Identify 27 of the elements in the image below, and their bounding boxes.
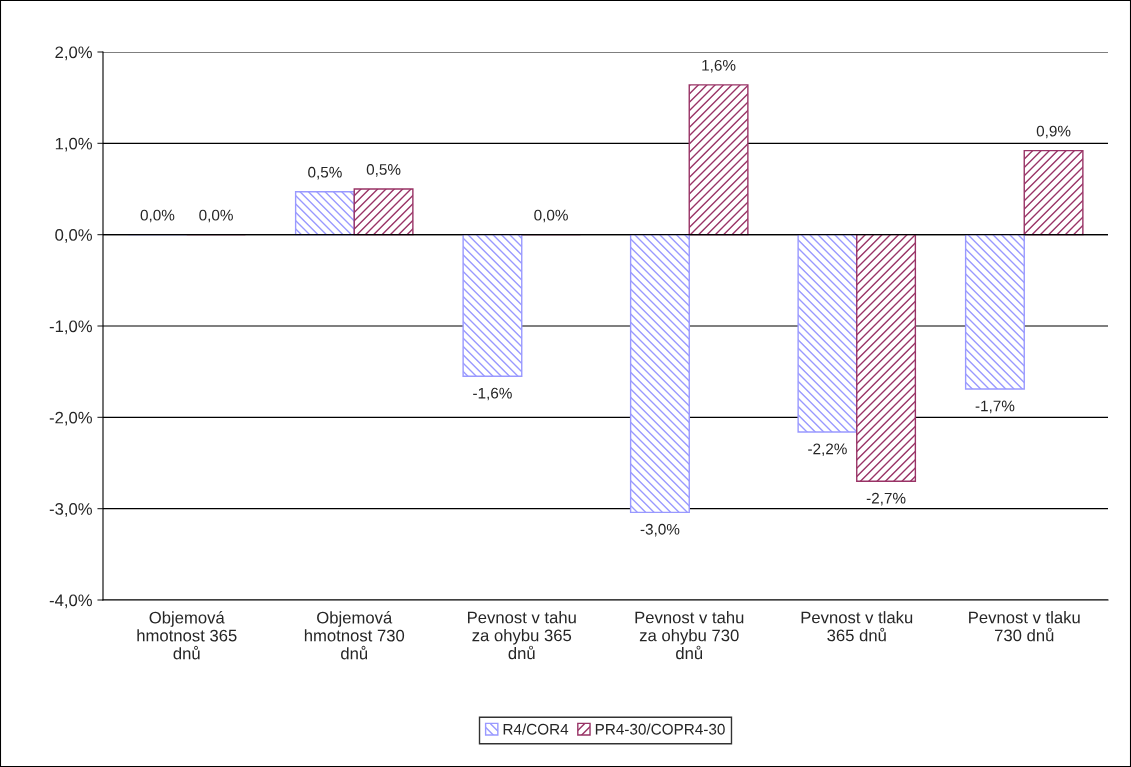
y-tick-label: -2,0%	[49, 411, 92, 426]
data-label: -1,7%	[975, 400, 1015, 414]
data-label: 0,0%	[140, 209, 175, 223]
x-tick-label: Pevnost v tahu za ohybu 730 dnů	[635, 611, 744, 660]
data-label: -2,2%	[808, 443, 847, 457]
data-label: 0,5%	[366, 164, 401, 177]
data-label: 1,6%	[702, 59, 736, 73]
y-tick-label: -4,0%	[49, 594, 92, 609]
y-tick-label: 1,0%	[55, 137, 92, 152]
data-label: -2,7%	[866, 492, 906, 506]
x-tick-label: Objemová hmotnost 730 dnů	[304, 611, 405, 660]
x-tick-label: Pevnost v tlaku 730 dnů	[969, 611, 1080, 642]
data-label: 0,0%	[199, 209, 233, 223]
data-label: -1,6%	[473, 387, 512, 401]
data-label: -3,0%	[640, 523, 680, 537]
data-label: 0,9%	[1036, 125, 1071, 139]
y-tick-label: 0,0%	[55, 229, 92, 243]
x-tick-label: Pevnost v tlaku 365 dnů	[801, 611, 913, 642]
x-tick-label: Objemová hmotnost 365 dnů	[137, 611, 237, 660]
legend-label: R4/COR4	[503, 723, 569, 735]
data-label: 0,5%	[308, 166, 342, 180]
y-tick-label: -1,0%	[49, 320, 92, 335]
y-tick-label: 2,0%	[55, 46, 92, 61]
legend-label: PR4-30/COPR4-30	[595, 723, 725, 735]
y-tick-label: -3,0%	[49, 503, 92, 517]
data-label: 0,0%	[534, 209, 568, 223]
x-tick-label: Pevnost v tahu za ohybu 365 dnů	[467, 611, 576, 660]
